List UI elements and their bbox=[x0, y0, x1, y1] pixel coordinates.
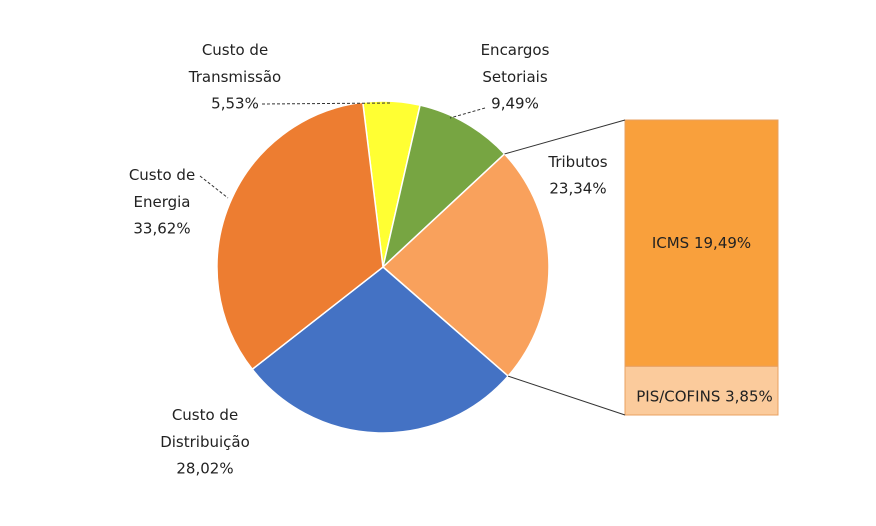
slice-value: 5,53% bbox=[211, 95, 259, 113]
pie-slice bbox=[216, 101, 384, 371]
bar-label-value: 19,49% bbox=[694, 234, 751, 252]
bar-label-value: 3,85% bbox=[725, 387, 773, 405]
slice-label-line: Encargos bbox=[481, 41, 550, 59]
bar-label: ICMS 19,49% bbox=[652, 234, 751, 252]
slice-label: Custo de Distribuição bbox=[160, 406, 250, 451]
slice-label-line: Distribuição bbox=[160, 433, 250, 451]
bar-segment bbox=[624, 365, 779, 416]
slice-label-line: Transmissão bbox=[188, 68, 281, 86]
slice-label-line: Custo de bbox=[172, 406, 238, 424]
slice-value: 33,62% bbox=[133, 220, 190, 238]
slice-label: Tributos bbox=[547, 153, 607, 171]
slice-label-line: Tributos bbox=[547, 153, 607, 171]
bar-label: PIS/COFINS 3,85% bbox=[636, 387, 773, 405]
slice-label: Custo de Energia bbox=[129, 166, 195, 211]
slice-label-line: Custo de bbox=[202, 41, 268, 59]
slice-value: 9,49% bbox=[491, 95, 539, 113]
pie-slice bbox=[381, 104, 506, 270]
connector bbox=[504, 119, 626, 155]
slice-value: 23,34% bbox=[549, 180, 606, 198]
bar-segment bbox=[624, 119, 779, 367]
bar-label-name: ICMS bbox=[652, 234, 689, 252]
slice-value: 28,02% bbox=[176, 460, 233, 478]
slice-label-line: Energia bbox=[134, 193, 191, 211]
slice-label: Custo de Transmissão bbox=[188, 41, 281, 86]
pie-slice bbox=[251, 266, 510, 434]
bar-label-name: PIS/COFINS bbox=[636, 387, 720, 405]
pie-slice bbox=[381, 152, 550, 378]
leader-line bbox=[199, 175, 229, 199]
slice-label-line: Setoriais bbox=[482, 68, 548, 86]
slice-label-line: Custo de bbox=[129, 166, 195, 184]
slice-label: Encargos Setoriais bbox=[481, 41, 550, 86]
leader-line bbox=[449, 107, 486, 119]
connector bbox=[507, 375, 626, 416]
leader-line bbox=[261, 102, 391, 105]
